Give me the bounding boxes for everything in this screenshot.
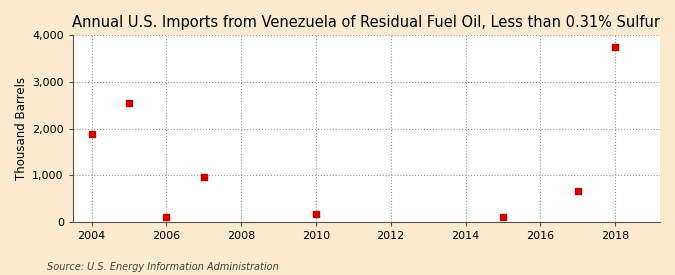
Title: Annual U.S. Imports from Venezuela of Residual Fuel Oil, Less than 0.31% Sulfur: Annual U.S. Imports from Venezuela of Re… [72,15,660,30]
Point [572,189,583,194]
Point [124,100,134,105]
Point [86,131,97,136]
Point [310,211,321,216]
Point [610,45,620,49]
Text: Source: U.S. Energy Information Administration: Source: U.S. Energy Information Administ… [47,262,279,272]
Point [497,214,508,219]
Point [198,175,209,180]
Point [161,214,171,219]
Y-axis label: Thousand Barrels: Thousand Barrels [15,77,28,180]
